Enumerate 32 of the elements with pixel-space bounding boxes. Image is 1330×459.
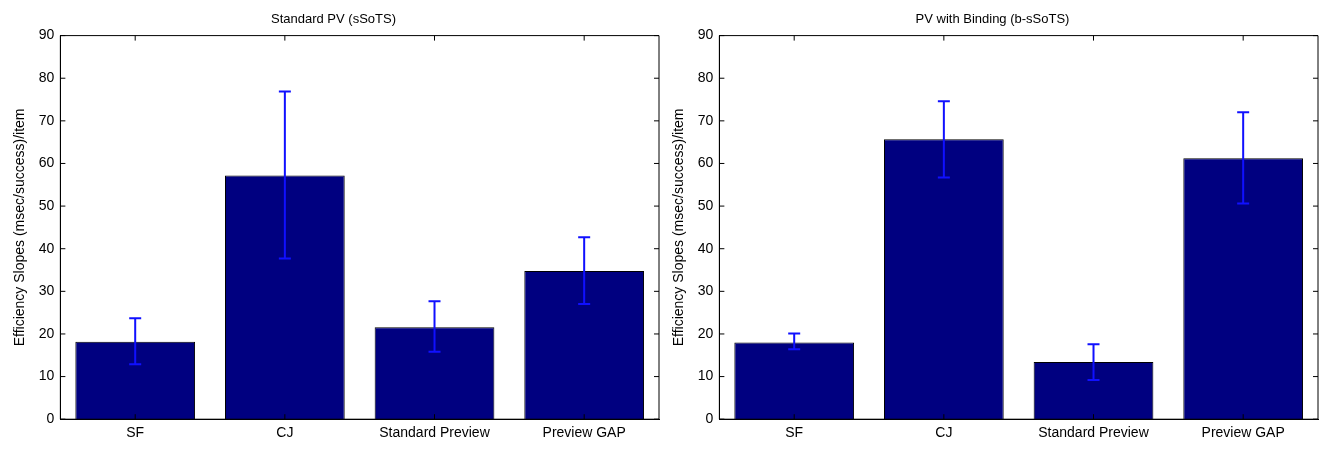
x-tick-label: CJ	[276, 424, 294, 441]
chart-title: Standard PV (sSoTS)	[271, 11, 396, 27]
x-tick-label: Preview GAP	[542, 424, 626, 441]
chart-title: PV with Binding (b-sSoTS)	[915, 11, 1070, 27]
y-tick-label: 0	[46, 410, 55, 427]
y-tick-label: 0	[705, 410, 714, 427]
y-tick-label: 30	[38, 282, 55, 299]
y-tick-label: 30	[697, 282, 714, 299]
x-tick-label: SF	[126, 424, 145, 441]
y-tick-label: 50	[38, 196, 55, 213]
y-tick-label: 40	[697, 239, 714, 256]
y-tick-label: 50	[697, 196, 714, 213]
y-tick-label: 40	[38, 239, 55, 256]
y-tick-label: 70	[38, 111, 55, 128]
y-tick-label: 20	[697, 324, 714, 341]
y-tick-label: 60	[697, 154, 714, 171]
x-tick-label: Standard Preview	[1038, 424, 1150, 441]
y-tick-label: 60	[38, 154, 55, 171]
y-tick-label: 80	[38, 69, 55, 86]
y-axis-title: Efficiency Slopes (msec/success)/item	[11, 108, 28, 347]
x-tick-label: Standard Preview	[379, 424, 491, 441]
y-tick-label: 90	[697, 26, 714, 43]
y-tick-label: 70	[697, 111, 714, 128]
y-tick-label: 10	[38, 367, 55, 384]
y-tick-label: 80	[697, 69, 714, 86]
x-tick-label: SF	[785, 424, 804, 441]
y-axis-title: Efficiency Slopes (msec/success)/item	[670, 108, 687, 347]
y-tick-label: 10	[697, 367, 714, 384]
y-tick-label: 20	[38, 324, 55, 341]
x-tick-label: Preview GAP	[1201, 424, 1285, 441]
y-tick-label: 90	[38, 26, 55, 43]
x-tick-label: CJ	[935, 424, 953, 441]
